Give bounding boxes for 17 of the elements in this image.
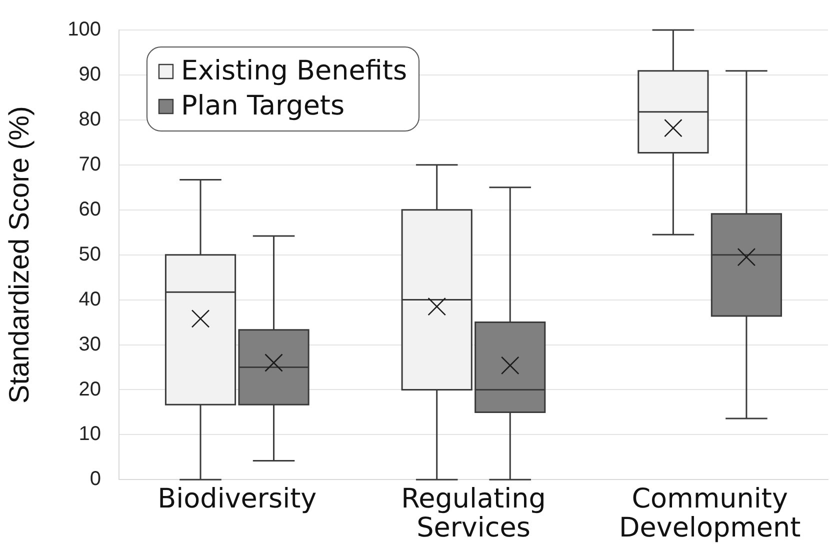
y-tick-label: 30 [78,333,101,356]
y-tick-label: 50 [78,243,101,266]
y-tick-label: 20 [78,378,101,400]
x-tick-label: Community Development [618,483,801,544]
x-tick-label: Biodiversity [158,483,317,514]
y-tick-label: 70 [78,153,101,176]
legend-label: Existing Benefits [180,56,408,87]
y-tick-label: 10 [78,423,101,446]
y-axis-title: Standardized Score (%) [4,106,35,404]
y-tick-label: 80 [78,108,101,130]
y-tick-label: 60 [78,198,101,220]
y-tick-label: 40 [78,288,101,310]
legend-label: Plan Targets [180,90,345,122]
y-tick-label: 100 [68,18,101,41]
y-tick-label: 90 [78,63,101,86]
x-tick-label: Regulating Services [401,483,546,544]
y-tick-label: 0 [90,468,101,490]
